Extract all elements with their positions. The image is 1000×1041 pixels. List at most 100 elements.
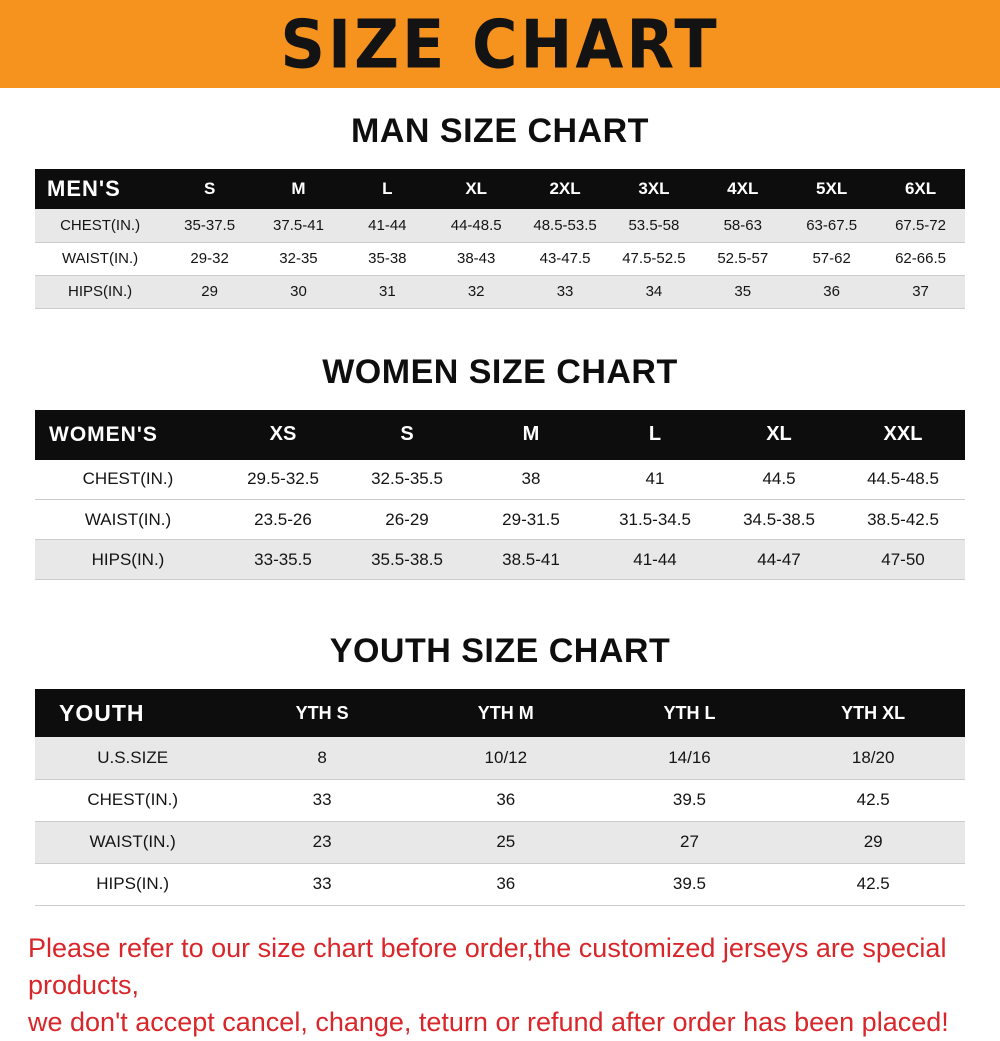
cell: 44.5-48.5 <box>867 469 939 489</box>
women-section-heading: WOMEN SIZE CHART <box>322 352 678 391</box>
row-label: CHEST(IN.) <box>82 469 174 489</box>
row-label: U.S.SIZE <box>97 747 169 767</box>
men-chest-row: CHEST(IN.) 35-37.5 37.5-41 41-44 44-48.5… <box>35 209 965 242</box>
cell: 35-38 <box>368 250 407 267</box>
cell: 14/16 <box>668 747 711 767</box>
cell: 63-67.5 <box>806 216 858 234</box>
cell: 47.5-52.5 <box>622 250 686 267</box>
row-label: HIPS(IN.) <box>91 549 165 569</box>
cell: 29-31.5 <box>502 509 560 529</box>
row-label: WAIST(IN.) <box>84 509 172 529</box>
row-label: WAIST(IN.) <box>62 250 139 267</box>
youth-header-row: YOUTH YTH S YTH M YTH L YTH XL <box>35 689 965 737</box>
youth-ussize-row: U.S.SIZE 8 10/12 14/16 18/20 <box>35 737 965 779</box>
cell: 44.5 <box>762 469 796 489</box>
men-hips-row: HIPS(IN.) 29 30 31 32 33 34 35 36 37 <box>35 275 965 308</box>
disclaimer-line-2: we don't accept cancel, change, teturn o… <box>28 1006 949 1037</box>
cell: 38 <box>521 469 541 489</box>
cell: 8 <box>317 747 327 767</box>
youth-hips-row: HIPS(IN.) 33 36 39.5 42.5 <box>35 863 965 905</box>
cell: 35-37.5 <box>184 216 236 234</box>
disclaimer-line-1: Please refer to our size chart before or… <box>28 932 947 1000</box>
cell: 39.5 <box>672 790 707 809</box>
cell: 44-47 <box>757 549 801 569</box>
youth-waist-row: WAIST(IN.) 23 25 27 29 <box>35 821 965 863</box>
cell: 30 <box>290 283 307 300</box>
cell: 33-35.5 <box>254 549 312 569</box>
cell: 41-44 <box>368 216 407 234</box>
cell: 39.5 <box>672 874 707 893</box>
size-column-header: S <box>165 169 255 209</box>
size-column-header: M <box>469 409 593 460</box>
cell: 26-29 <box>385 509 429 529</box>
cell: 36 <box>823 283 840 300</box>
women-chest-row: CHEST(IN.) 29.5-32.5 32.5-35.5 38 41 44.… <box>35 459 965 500</box>
cell: 38.5-42.5 <box>867 509 939 529</box>
cell: 33 <box>556 283 574 300</box>
cell: 29-32 <box>190 250 229 267</box>
women-table-title: WOMEN'S <box>35 409 221 460</box>
cell: 67.5-72 <box>895 216 946 234</box>
cell: 18/20 <box>851 747 895 767</box>
cell: 48.5-53.5 <box>533 216 597 234</box>
cell: 33 <box>312 790 332 809</box>
size-column-header: S <box>345 409 469 460</box>
youth-size-table: YOUTH YTH S YTH M YTH L YTH XL U.S.SIZE … <box>35 689 965 906</box>
size-column-header: 3XL <box>609 169 699 209</box>
cell: 58-63 <box>723 216 762 234</box>
cell: 29 <box>201 283 218 300</box>
size-column-header: YTH XL <box>781 689 965 737</box>
size-column-header: YTH L <box>597 689 782 737</box>
cell: 41-44 <box>633 549 677 569</box>
size-column-header: XL <box>431 169 521 209</box>
size-column-header: 2XL <box>520 169 610 209</box>
cell: 53.5-58 <box>628 216 680 234</box>
cell: 31 <box>378 283 396 300</box>
cell: 52.5-57 <box>717 250 769 267</box>
cell: 29.5-32.5 <box>247 469 319 489</box>
row-label: CHEST(IN.) <box>60 216 141 234</box>
cell: 41 <box>645 469 665 489</box>
cell: 35 <box>734 283 752 300</box>
cell: 31.5-34.5 <box>619 509 691 529</box>
cell: 44-48.5 <box>450 216 502 234</box>
size-column-header: L <box>593 409 717 460</box>
size-column-header: 6XL <box>876 169 965 209</box>
women-size-table: WOMEN'S XS S M L XL XXL CHEST(IN.) 29.5-… <box>35 409 965 581</box>
cell: 38-43 <box>457 250 496 267</box>
youth-section-heading: YOUTH SIZE CHART <box>329 632 671 670</box>
cell: 38.5-41 <box>502 549 560 569</box>
size-column-header: YTH S <box>230 689 414 737</box>
row-label: CHEST(IN.) <box>87 790 178 809</box>
cell: 23.5-26 <box>254 509 312 529</box>
page-title: SIZE CHART <box>280 4 720 84</box>
cell: 29 <box>863 832 883 851</box>
cell: 42.5 <box>856 790 890 809</box>
cell: 25 <box>496 832 516 851</box>
cell: 27 <box>680 832 699 851</box>
men-waist-row: WAIST(IN.) 29-32 32-35 35-38 38-43 43-47… <box>35 242 965 275</box>
cell: 34 <box>645 283 663 300</box>
women-waist-row: WAIST(IN.) 23.5-26 26-29 29-31.5 31.5-34… <box>35 499 965 540</box>
cell: 43-47.5 <box>539 250 591 267</box>
cell: 34.5-38.5 <box>743 509 815 529</box>
men-size-table: MEN'S S M L XL 2XL 3XL 4XL 5XL 6XL CHEST… <box>35 169 965 309</box>
men-table-title: MEN'S <box>35 169 166 209</box>
row-label: HIPS(IN.) <box>96 874 170 893</box>
row-label: WAIST(IN.) <box>89 832 176 851</box>
size-column-header: M <box>254 169 343 209</box>
cell: 37.5-41 <box>273 216 324 234</box>
cell: 36 <box>496 874 516 893</box>
cell: 23 <box>312 832 332 851</box>
size-column-header: L <box>342 169 432 209</box>
cell: 37 <box>912 283 929 300</box>
cell: 42.5 <box>856 874 890 893</box>
cell: 47-50 <box>881 549 925 569</box>
women-hips-row: HIPS(IN.) 33-35.5 35.5-38.5 38.5-41 41-4… <box>35 539 965 580</box>
cell: 36 <box>496 790 516 809</box>
cell: 62-66.5 <box>895 250 946 267</box>
men-header-row: MEN'S S M L XL 2XL 3XL 4XL 5XL 6XL <box>35 169 965 209</box>
order-disclaimer: Please refer to our size chart before or… <box>28 930 972 1041</box>
women-header-row: WOMEN'S XS S M L XL XXL <box>35 409 965 460</box>
